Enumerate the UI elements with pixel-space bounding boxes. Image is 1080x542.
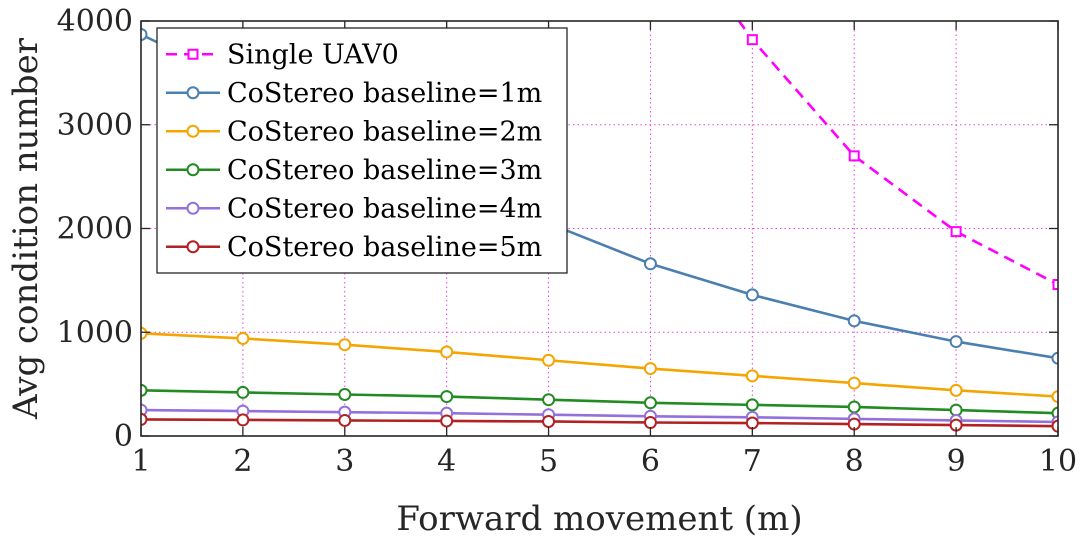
legend-marker [186, 240, 200, 254]
x-tick-label: 4 [437, 444, 456, 479]
data-point [745, 398, 759, 412]
series-costereo-baseline-3m [141, 383, 1058, 420]
x-tick-label: 1 [131, 444, 150, 479]
series-line [141, 389, 1058, 415]
data-point [141, 412, 148, 426]
data-point [141, 326, 148, 340]
data-point [746, 34, 758, 46]
legend: Single UAV0 CoStereo baseline=1m CoStereo … [156, 27, 568, 274]
series-costereo-baseline-2m [141, 326, 1058, 404]
data-point [542, 393, 556, 407]
x-tick-label: 6 [641, 444, 660, 479]
legend-label: CoStereo baseline=2m [227, 116, 542, 147]
data-point [643, 257, 657, 271]
legend-label: Single UAV0 [227, 39, 399, 70]
data-point [141, 403, 148, 417]
data-point [338, 388, 352, 401]
data-point [745, 288, 759, 302]
x-tick-label: 10 [1039, 444, 1077, 479]
data-point [949, 403, 963, 417]
x-tick-label: 9 [947, 444, 966, 479]
data-point [1051, 351, 1058, 365]
legend-entry: CoStereo baseline=2m [166, 116, 542, 147]
data-point [236, 331, 250, 345]
data-point [847, 314, 861, 328]
legend-entry: Single UAV0 [166, 39, 399, 70]
data-point [847, 376, 861, 390]
legend-label: CoStereo baseline=3m [227, 155, 542, 186]
data-point [643, 362, 657, 376]
series-line [141, 418, 1058, 428]
data-point [542, 414, 556, 428]
x-tick-label: 5 [539, 444, 558, 479]
series-line [141, 408, 1058, 424]
legend-label: CoStereo baseline=4m [227, 193, 542, 224]
legend-marker [187, 48, 199, 60]
series-single-uav0 [737, 21, 1058, 291]
legend-label: CoStereo baseline=1m [227, 78, 542, 109]
y-tick-label: 3000 [57, 108, 133, 143]
data-point [949, 335, 963, 349]
x-axis-label: Forward movement (m) [396, 499, 802, 539]
x-tick-label: 2 [233, 444, 252, 479]
y-tick-label: 2000 [57, 212, 133, 247]
series-line [141, 331, 1058, 398]
data-point [440, 390, 454, 404]
y-tick-label: 1000 [57, 315, 133, 350]
data-point [440, 414, 454, 428]
y-tick-label: 0 [114, 419, 133, 454]
data-point [1052, 279, 1058, 291]
data-point [236, 413, 250, 427]
data-point [338, 338, 352, 352]
legend-marker [186, 86, 200, 100]
data-point [1051, 390, 1058, 404]
data-point [440, 345, 454, 359]
legend-label: CoStereo baseline=5m [227, 232, 542, 263]
data-point [643, 416, 657, 430]
data-point [949, 383, 963, 397]
tick-marks [140, 20, 1059, 437]
legend-marker [186, 124, 200, 138]
legend-marker [186, 201, 200, 215]
data-point [745, 416, 759, 430]
data-point [950, 226, 962, 238]
y-axis-label: Avg condition number [6, 37, 46, 420]
x-tick-label: 8 [845, 444, 864, 479]
data-point [848, 150, 860, 162]
data-point [141, 383, 148, 397]
legend-entry: CoStereo baseline=1m [166, 78, 542, 109]
data-point [338, 413, 352, 427]
data-point [1051, 419, 1058, 433]
data-point [643, 396, 657, 410]
y-tick-label: 4000 [57, 4, 133, 39]
legend-box [156, 27, 568, 274]
data-point [141, 27, 148, 41]
tick-labels: 1 2 3 4 5 6 7 8 9 10 0 1000 2000 3000 4000 [57, 4, 1077, 479]
x-tick-label: 3 [335, 444, 354, 479]
legend-marker [186, 163, 200, 177]
x-tick-label: 7 [743, 444, 762, 479]
series-line [737, 21, 1058, 286]
legend-entry: CoStereo baseline=3m [166, 155, 542, 186]
data-point [542, 353, 556, 367]
data-point [745, 369, 759, 383]
legend-entry: CoStereo baseline=4m [166, 193, 542, 224]
data-point [847, 400, 861, 414]
data-point [236, 385, 250, 399]
legend-entry: CoStereo baseline=5m [166, 232, 542, 263]
